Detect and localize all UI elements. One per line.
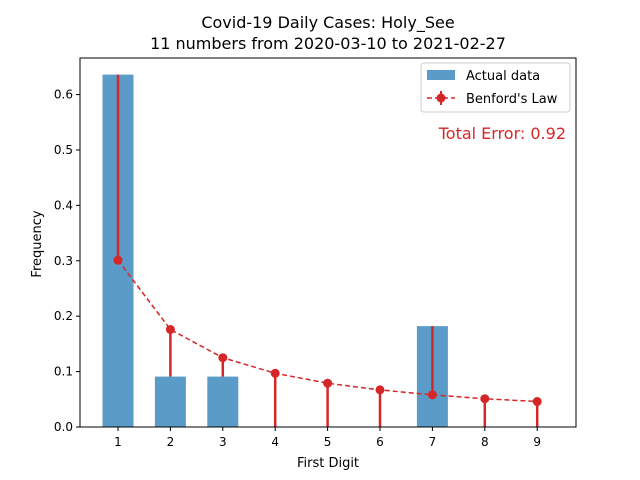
x-tick-label-9: 9 — [533, 435, 541, 449]
y-axis: 0.0 0.1 0.2 0.3 0.4 0.5 0.6 — [54, 88, 80, 434]
legend-actual-swatch — [427, 70, 455, 80]
benford-point-digit-2 — [165, 324, 175, 334]
benford-point-digit-3 — [218, 353, 228, 363]
x-tick-label-2: 2 — [167, 435, 175, 449]
x-tick-label-6: 6 — [376, 435, 384, 449]
legend: Actual data Benford's Law — [420, 62, 571, 113]
benford-point-digit-7 — [427, 390, 437, 400]
chart-title-line-2: 11 numbers from 2020-03-10 to 2021-02-27 — [150, 34, 506, 53]
plot-frame — [79, 57, 577, 428]
benford-point-digit-4 — [270, 368, 280, 378]
y-tick-label-0.0: 0.0 — [54, 420, 73, 434]
bar-digit-2 — [154, 376, 186, 427]
benford-point-digit-9 — [532, 397, 542, 407]
x-axis: 1 2 3 4 5 6 7 8 9 — [114, 427, 541, 449]
x-tick-label-5: 5 — [324, 435, 332, 449]
benford-point-digit-6 — [375, 385, 385, 395]
total-error-annotation: Total Error: 0.92 — [438, 124, 566, 143]
y-tick-label-0.1: 0.1 — [54, 365, 73, 379]
benford-point-digit-1 — [113, 255, 123, 265]
x-axis-label: First Digit — [297, 456, 359, 471]
plot-area — [102, 74, 542, 428]
legend-frame — [420, 62, 571, 113]
x-tick-label-1: 1 — [114, 435, 122, 449]
y-tick-label-0.4: 0.4 — [54, 198, 73, 212]
legend-actual-label: Actual data — [466, 69, 540, 84]
benford-point-digit-8 — [480, 394, 490, 404]
y-tick-label-0.6: 0.6 — [54, 88, 73, 102]
benford-point-digit-5 — [323, 378, 333, 388]
y-tick-label-0.5: 0.5 — [54, 143, 73, 157]
x-tick-label-8: 8 — [481, 435, 489, 449]
benford-line — [117, 259, 538, 403]
chart-title-line-1: Covid-19 Daily Cases: Holy_See — [201, 13, 454, 33]
x-tick-label-7: 7 — [429, 435, 437, 449]
x-tick-label-4: 4 — [271, 435, 279, 449]
bar-digit-3 — [207, 376, 239, 427]
y-axis-label: Frequency — [30, 210, 45, 277]
legend-benford-marker — [436, 93, 446, 103]
y-tick-label-0.3: 0.3 — [54, 254, 73, 268]
x-tick-label-3: 3 — [219, 435, 227, 449]
y-tick-label-0.2: 0.2 — [54, 309, 73, 323]
legend-benford-label: Benford's Law — [466, 92, 558, 107]
